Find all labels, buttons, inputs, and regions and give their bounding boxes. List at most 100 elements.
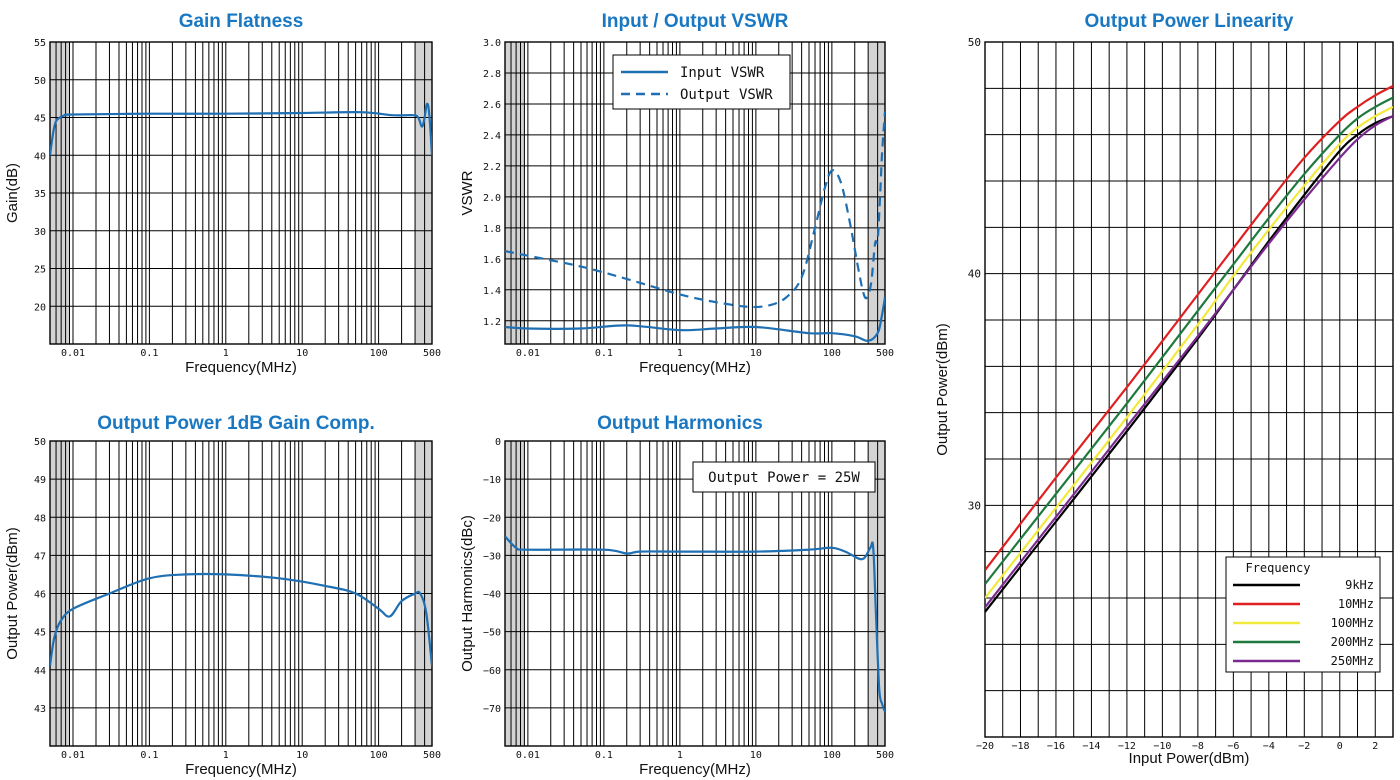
y-tick-label: 43 bbox=[34, 704, 46, 715]
chart-vswr: Input / Output VSWR 1.2 1.4 1.6 1.8 2.0 2.2 2.4… bbox=[459, 11, 894, 376]
x-tick-label: −16 bbox=[1047, 741, 1065, 752]
plot-frame bbox=[49, 440, 433, 747]
legend-label: 100MHz bbox=[1331, 616, 1374, 630]
y-axis-label: Output Harmonics(dBc) bbox=[459, 515, 476, 672]
y-tick-label: 48 bbox=[34, 513, 46, 524]
legend-box bbox=[1225, 556, 1381, 673]
y-axis-label: VSWR bbox=[459, 170, 476, 215]
x-axis-label: Frequency(MHz) bbox=[185, 359, 297, 376]
y-tick-label: 3.0 bbox=[483, 38, 501, 49]
plot-frame bbox=[504, 41, 886, 345]
x-tick-label: 1 bbox=[223, 750, 229, 761]
x-tick-label: 500 bbox=[876, 750, 894, 761]
y-tick-label: −40 bbox=[483, 590, 501, 601]
x-tick-label: 100 bbox=[370, 348, 388, 359]
legend-label: Output VSWR bbox=[680, 87, 773, 103]
y-tick-label: 1.8 bbox=[483, 224, 501, 235]
x-tick-label: 0.1 bbox=[140, 348, 158, 359]
x-tick-label: 0 bbox=[1337, 741, 1343, 752]
y-tick-label: 45 bbox=[34, 114, 46, 125]
grid bbox=[50, 441, 432, 746]
x-tick-label: 100 bbox=[370, 750, 388, 761]
annotation-box bbox=[692, 461, 876, 493]
y-tick-label: 55 bbox=[34, 38, 46, 49]
y-tick-label: 40 bbox=[34, 151, 46, 162]
x-tick-label: −4 bbox=[1263, 741, 1275, 752]
x-tick-label: 100 bbox=[823, 348, 841, 359]
x-tick-label: 100 bbox=[823, 750, 841, 761]
x-tick-label: 2 bbox=[1372, 741, 1378, 752]
series-line-output-vswr bbox=[505, 111, 885, 309]
plot-frame bbox=[984, 41, 1394, 738]
x-tick-label: 500 bbox=[423, 348, 441, 359]
annotation-text: Output Power = 25W bbox=[708, 470, 860, 486]
y-tick-label: 44 bbox=[34, 666, 46, 677]
x-tick-label: 0.1 bbox=[595, 348, 613, 359]
y-tick-label: −60 bbox=[483, 666, 501, 677]
y-tick-label: 1.2 bbox=[483, 317, 501, 328]
y-tick-label: −70 bbox=[483, 704, 501, 715]
chart-title: Output Harmonics bbox=[597, 413, 763, 434]
x-axis-label: Frequency(MHz) bbox=[639, 359, 751, 376]
legend-box bbox=[612, 54, 791, 110]
x-tick-label: 500 bbox=[876, 348, 894, 359]
legend-label: Input VSWR bbox=[680, 65, 765, 81]
chart-harm: Output Harmonics 0 −10 −20 −30 −40 −50 −60 −70 0.… bbox=[459, 413, 894, 778]
series-line-0 bbox=[50, 572, 432, 667]
y-tick-label: 2.0 bbox=[483, 193, 501, 204]
y-tick-label: 50 bbox=[34, 437, 46, 448]
x-tick-label: 1 bbox=[677, 348, 683, 359]
y-tick-label: 25 bbox=[34, 265, 46, 276]
y-tick-label: 2.2 bbox=[483, 162, 501, 173]
y-tick-label: 49 bbox=[34, 475, 46, 486]
series-line-10mhz bbox=[985, 85, 1393, 571]
x-tick-label: 10 bbox=[750, 750, 762, 761]
chart-gain: Gain Flatness 20 25 30 35 40 45 50 55 0.01 0.1 1 10 1… bbox=[4, 11, 441, 376]
series-line-9khz bbox=[985, 115, 1393, 613]
y-tick-label: 35 bbox=[34, 189, 46, 200]
x-tick-label: 10 bbox=[296, 750, 308, 761]
y-axis-label: Output Power(dBm) bbox=[934, 323, 951, 456]
shaded-band bbox=[505, 42, 525, 344]
x-tick-label: −18 bbox=[1011, 741, 1029, 752]
x-tick-label: 1 bbox=[677, 750, 683, 761]
x-tick-label: 0.1 bbox=[595, 750, 613, 761]
legend-label: 250MHz bbox=[1331, 654, 1374, 668]
x-tick-label: 10 bbox=[296, 348, 308, 359]
x-tick-label: −2 bbox=[1298, 741, 1310, 752]
x-axis-label: Frequency(MHz) bbox=[185, 761, 297, 778]
chart-p1db: Output Power 1dB Gain Comp. 43 44 45 46 47 48 4… bbox=[4, 413, 441, 778]
series-line-input-vswr bbox=[505, 297, 885, 343]
legend-label: 200MHz bbox=[1331, 635, 1374, 649]
shaded-band bbox=[868, 42, 885, 344]
x-tick-label: 0.01 bbox=[61, 348, 85, 359]
series-line-250mhz bbox=[985, 115, 1393, 608]
legend: Frequency 9kHz 10MHz 100MHz 200MHz 250MHz bbox=[1225, 556, 1381, 673]
x-tick-label: 0.01 bbox=[516, 750, 540, 761]
y-tick-label: 2.6 bbox=[483, 100, 501, 111]
y-tick-label: −20 bbox=[483, 513, 501, 524]
grid bbox=[505, 42, 885, 344]
x-tick-label: 0.1 bbox=[140, 750, 158, 761]
chart-title: Output Power Linearity bbox=[1084, 11, 1293, 32]
y-tick-label: 1.4 bbox=[483, 286, 501, 297]
y-tick-label: −50 bbox=[483, 628, 501, 639]
legend-title: Frequency bbox=[1245, 561, 1310, 575]
x-tick-label: 0.01 bbox=[516, 348, 540, 359]
y-tick-label: 2.8 bbox=[483, 69, 501, 80]
y-axis-label: Output Power(dBm) bbox=[4, 527, 21, 660]
y-tick-label: 2.4 bbox=[483, 131, 501, 142]
plot-frame bbox=[504, 440, 886, 747]
x-tick-label: −10 bbox=[1153, 741, 1171, 752]
x-tick-label: −6 bbox=[1227, 741, 1239, 752]
series-line-100mhz bbox=[985, 105, 1393, 599]
legend: Input VSWR Output VSWR bbox=[612, 54, 791, 110]
x-tick-label: 1 bbox=[223, 348, 229, 359]
x-axis-label: Input Power(dBm) bbox=[1129, 750, 1250, 767]
y-tick-label: 46 bbox=[34, 590, 46, 601]
x-axis-label: Frequency(MHz) bbox=[639, 761, 751, 778]
chart-title: Input / Output VSWR bbox=[602, 11, 789, 32]
y-tick-label: 30 bbox=[34, 227, 46, 238]
